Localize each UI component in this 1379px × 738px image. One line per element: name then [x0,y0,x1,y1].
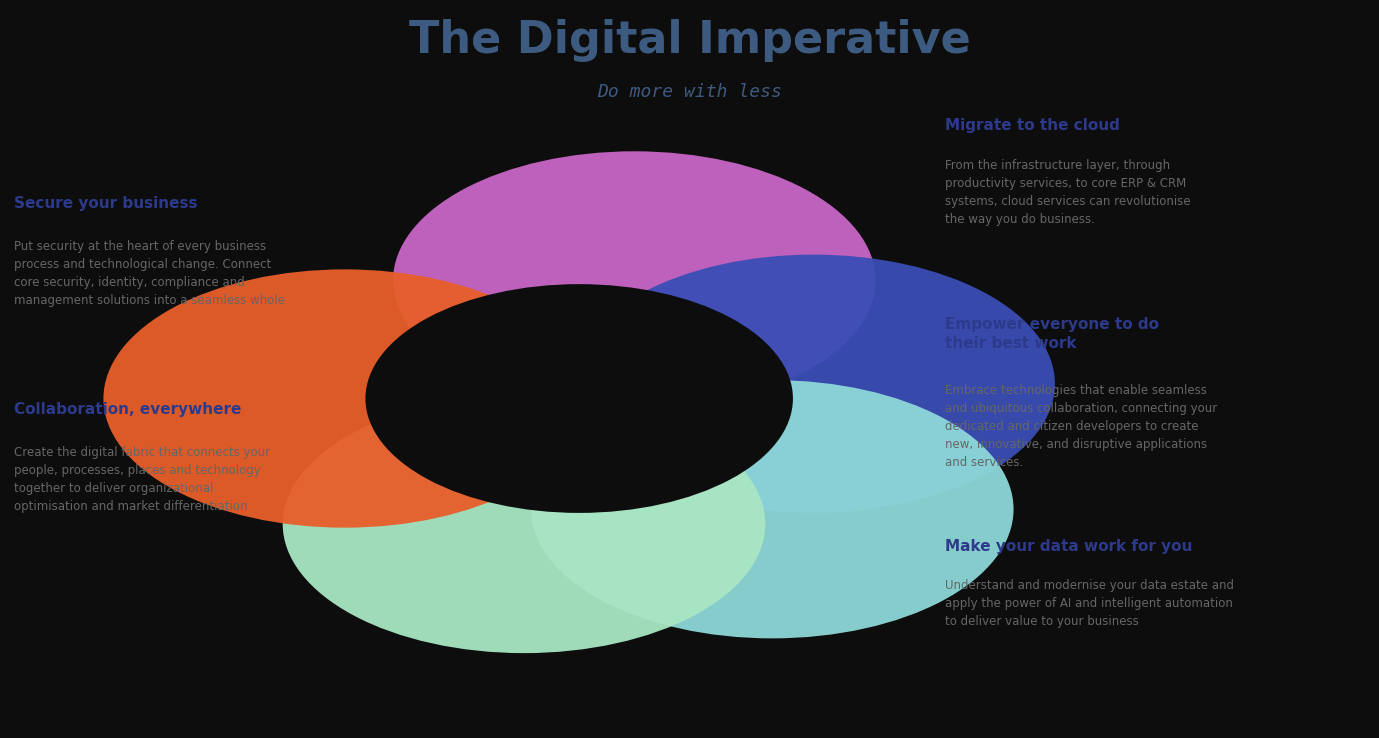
Text: Collaboration, everywhere: Collaboration, everywhere [14,402,241,417]
Text: Do more with less: Do more with less [597,83,782,101]
Circle shape [365,284,793,513]
Text: Understand and modernise your data estate and
apply the power of AI and intellig: Understand and modernise your data estat… [945,579,1234,628]
Text: Create the digital fabric that connects your
people, processes, places and techn: Create the digital fabric that connects … [14,446,270,514]
Circle shape [393,151,876,410]
Circle shape [103,269,586,528]
Text: Secure your business: Secure your business [14,196,197,210]
Text: The Digital Imperative: The Digital Imperative [408,19,971,62]
Text: Embrace technologies that enable seamless
and ubiquitous collaboration, connecti: Embrace technologies that enable seamles… [945,384,1216,469]
Text: Empower everyone to do
their best work: Empower everyone to do their best work [945,317,1158,351]
Text: Make your data work for you: Make your data work for you [945,539,1191,554]
Text: Migrate to the cloud: Migrate to the cloud [945,118,1120,133]
Circle shape [572,255,1055,513]
Circle shape [531,380,1014,638]
Circle shape [283,395,765,653]
Text: Put security at the heart of every business
process and technological change. Co: Put security at the heart of every busin… [14,240,284,307]
Text: From the infrastructure layer, through
productivity services, to core ERP & CRM
: From the infrastructure layer, through p… [945,159,1190,226]
